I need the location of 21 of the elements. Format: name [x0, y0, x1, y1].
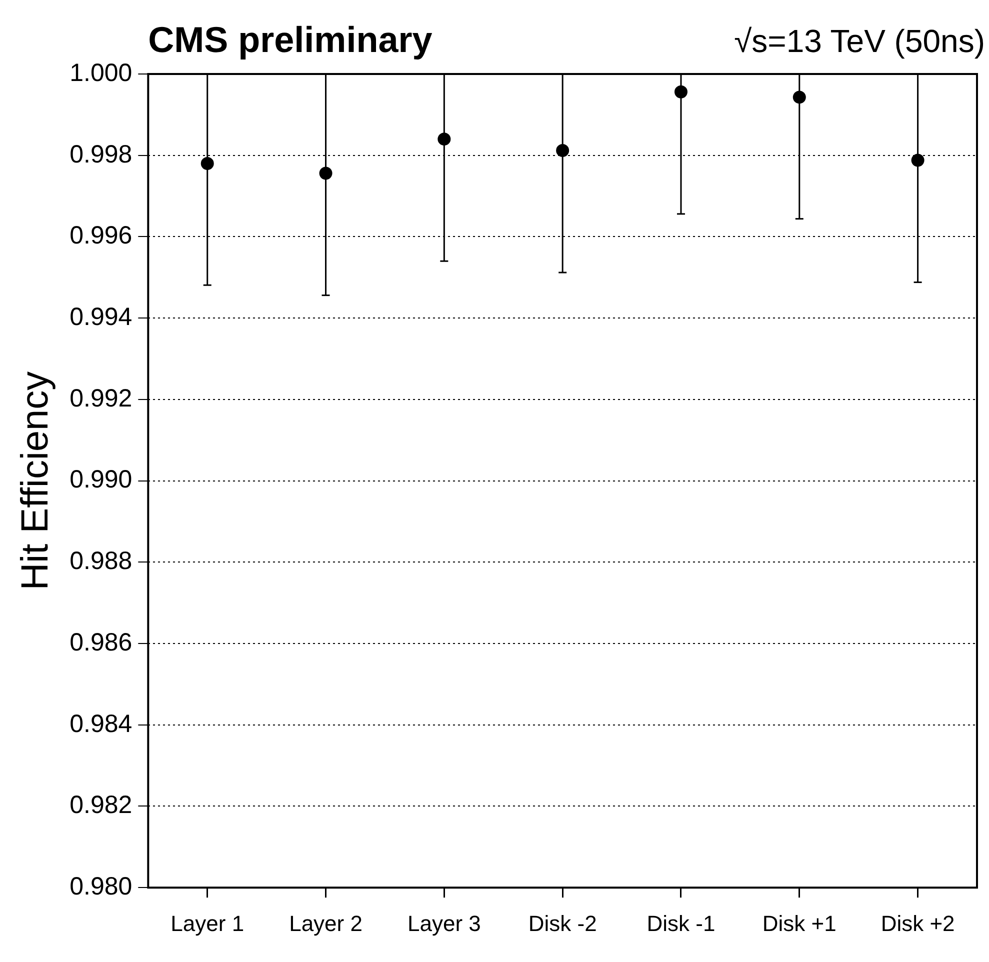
x-tick-label: Layer 2	[289, 910, 362, 936]
y-tick-label: 0.992	[70, 384, 132, 412]
y-tick-label: 0.998	[70, 140, 132, 168]
y-tick-label: 0.996	[70, 222, 132, 250]
y-tick-label: 0.988	[70, 547, 132, 576]
y-tick-label: 0.994	[70, 302, 132, 331]
chart-title: CMS preliminary	[148, 19, 432, 60]
x-tick-label: Disk +1	[762, 910, 836, 936]
y-tick-label: 0.986	[70, 628, 132, 656]
y-tick-label: 0.980	[70, 872, 132, 900]
y-tick-label: 0.984	[70, 710, 132, 738]
x-tick-label: Disk +2	[880, 910, 955, 936]
x-tick-label: Disk -2	[528, 910, 597, 936]
x-tick-label: Layer 3	[407, 910, 481, 936]
chart-subtitle: √s=13 TeV (50ns)	[734, 23, 985, 59]
x-tick-label: Disk -1	[646, 910, 716, 936]
y-axis-title: Hit Efficiency	[14, 371, 56, 590]
y-tick-label: 0.982	[70, 791, 132, 820]
x-tick-label: Layer 1	[170, 910, 244, 936]
y-tick-label: 1.000	[70, 58, 132, 87]
y-tick-label: 0.990	[70, 466, 132, 494]
